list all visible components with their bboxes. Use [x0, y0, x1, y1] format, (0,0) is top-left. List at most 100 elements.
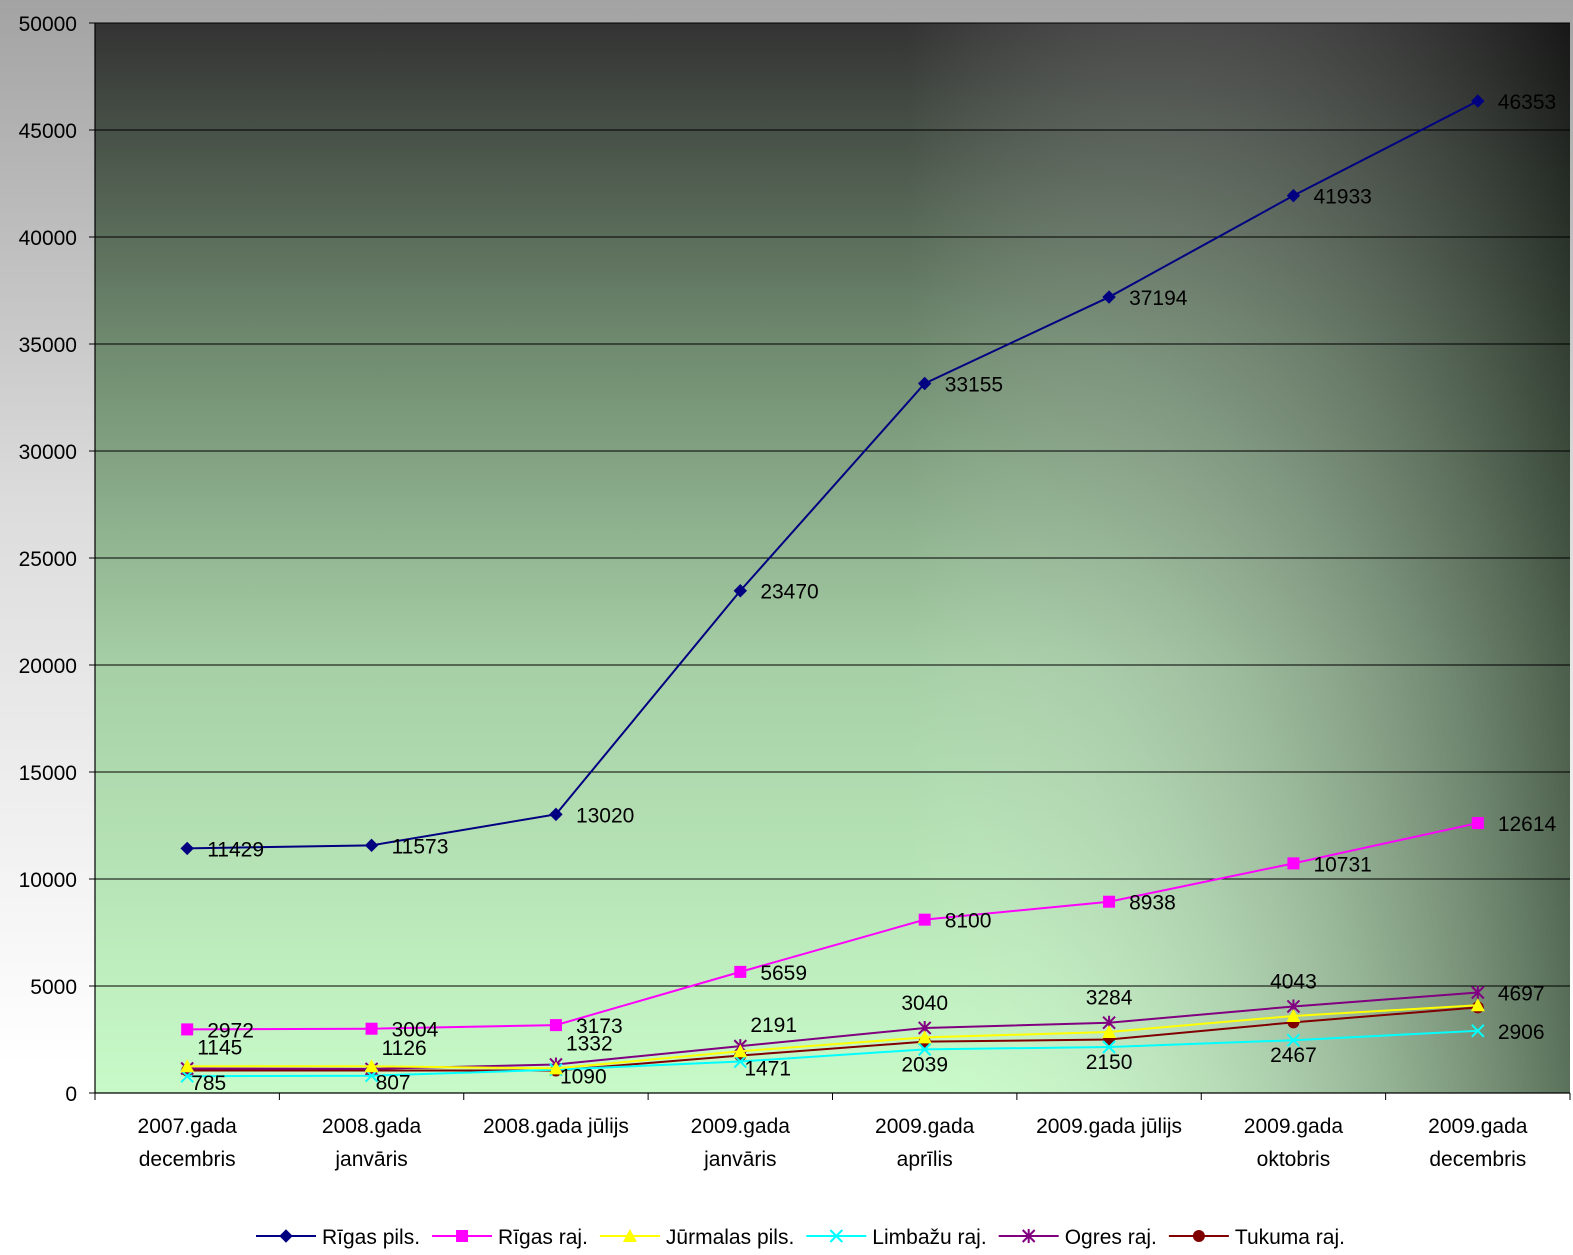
legend-item-6: Tukuma raj. — [1168, 1226, 1345, 1249]
legend-label: Ogres raj. — [1065, 1226, 1157, 1249]
data-label: 1090 — [560, 1066, 607, 1089]
data-label: 807 — [376, 1072, 411, 1095]
series-line — [187, 822, 1479, 1031]
x-tick-label: 2008.gada janvāris — [322, 1115, 422, 1171]
data-point — [733, 1054, 748, 1069]
legend-marker — [279, 1229, 293, 1243]
y-axis-ticks: 0 5000 10000 15000 20000 25000 30000 35000 40000… — [19, 13, 95, 1106]
data-point — [549, 1019, 562, 1032]
x-tick-label: 2009.gada oktobris — [1244, 1115, 1344, 1171]
data-point — [917, 376, 932, 391]
series-line — [187, 1029, 1478, 1078]
data-label: 8100 — [945, 910, 992, 933]
y-tick-label: 25000 — [19, 548, 77, 571]
data-label: 1145 — [197, 1036, 242, 1059]
data-point — [1286, 188, 1301, 203]
data-point — [548, 1061, 563, 1075]
y-tick-label: 20000 — [19, 655, 77, 678]
data-label: 4043 — [1270, 970, 1317, 993]
data-label: 3173 — [576, 1015, 623, 1038]
y-tick-label: 5000 — [30, 976, 77, 999]
y-tick-label: 35000 — [19, 334, 77, 357]
data-point — [917, 1030, 932, 1044]
data-label: 4697 — [1498, 982, 1545, 1005]
legend-item-5: Ogres raj. — [998, 1226, 1157, 1249]
data-point — [733, 584, 748, 598]
x-axis-ticks: 2007.gada decembris 2008.gada janvāris 2008.… — [94, 1093, 1571, 1171]
series-lines — [180, 94, 1485, 1083]
data-label: 2972 — [207, 1019, 254, 1042]
legend-marker — [456, 1230, 469, 1242]
x-tick-label: 2009.gada decembris — [1428, 1115, 1528, 1171]
data-label: 1332 — [566, 1032, 613, 1055]
data-label: 33155 — [945, 373, 1003, 396]
legend-item-2: Rīgas raj. — [432, 1226, 588, 1249]
data-label: 785 — [191, 1072, 226, 1095]
data-label: 23470 — [760, 581, 818, 604]
series-1 — [180, 94, 1485, 856]
series-line — [187, 1004, 1478, 1070]
data-label: 5659 — [760, 962, 807, 985]
data-point — [1102, 1025, 1117, 1039]
data-point — [1471, 985, 1485, 1000]
data-point — [733, 1044, 748, 1058]
x-tick-label: 2009.gada jūlijs — [1036, 1115, 1182, 1138]
y-tick-label: 45000 — [19, 120, 77, 143]
data-label: 3004 — [392, 1019, 439, 1042]
data-point — [1286, 1033, 1301, 1047]
data-point — [1102, 290, 1116, 304]
data-label: 2467 — [1270, 1044, 1317, 1067]
data-point — [180, 1059, 195, 1073]
data-label: 37194 — [1129, 287, 1188, 310]
legend-label: Jūrmalas pils. — [666, 1226, 794, 1249]
legend-marker — [622, 1229, 637, 1242]
data-label: 2191 — [750, 1014, 797, 1037]
data-label: 10731 — [1313, 853, 1371, 876]
data-point — [1471, 817, 1484, 830]
x-tick-label: 2007.gada decembris — [138, 1115, 238, 1171]
legend-marker — [1021, 1229, 1036, 1243]
data-label: 3040 — [901, 992, 948, 1015]
data-label: 2039 — [901, 1053, 948, 1076]
gridlines — [95, 22, 1570, 987]
data-point — [1471, 1024, 1485, 1038]
data-label: 11573 — [392, 835, 449, 858]
legend-marker — [1192, 1230, 1205, 1242]
legend-label: Rīgas raj. — [498, 1226, 588, 1249]
data-label: 12614 — [1498, 813, 1557, 836]
data-point — [1103, 895, 1116, 908]
data-label: 2150 — [1086, 1051, 1133, 1074]
y-tick-label: 50000 — [19, 13, 77, 36]
legend-marker — [829, 1229, 844, 1243]
legend-label: Limbažu raj. — [872, 1226, 986, 1249]
data-point — [1471, 94, 1485, 108]
series-line — [187, 991, 1478, 1070]
data-point — [549, 807, 563, 822]
data-label: 1471 — [744, 1058, 791, 1081]
data-point — [365, 1022, 378, 1035]
data-label: 41933 — [1313, 186, 1371, 209]
series-2 — [181, 817, 1484, 1036]
series-3 — [180, 998, 1485, 1075]
data-point — [364, 838, 379, 853]
y-tick-label: 10000 — [19, 869, 77, 892]
y-tick-label: 0 — [65, 1083, 77, 1106]
data-point — [1470, 998, 1485, 1012]
y-tick-label: 15000 — [19, 762, 77, 785]
data-point — [364, 1059, 379, 1073]
data-point — [917, 1042, 932, 1057]
legend-item-3: Jūrmalas pils. — [599, 1226, 794, 1249]
x-tick-label: 2009.gada aprīlis — [875, 1115, 975, 1171]
data-point — [1287, 857, 1300, 870]
x-tick-label: 2008.gada jūlijs — [483, 1115, 629, 1138]
data-label: 1126 — [382, 1037, 427, 1060]
legend-item-1: Rīgas pils. — [256, 1226, 420, 1249]
data-point — [918, 913, 931, 926]
data-label: 2906 — [1498, 1021, 1545, 1044]
series-line — [187, 100, 1479, 850]
data-label: 11429 — [207, 838, 264, 861]
x-tick-label: 2009.gada janvāris — [691, 1115, 791, 1171]
legend-label: Tukuma raj. — [1235, 1226, 1345, 1249]
legend: Rīgas pils. Rīgas raj. Jūrmalas pils. Limba… — [256, 1226, 1345, 1249]
